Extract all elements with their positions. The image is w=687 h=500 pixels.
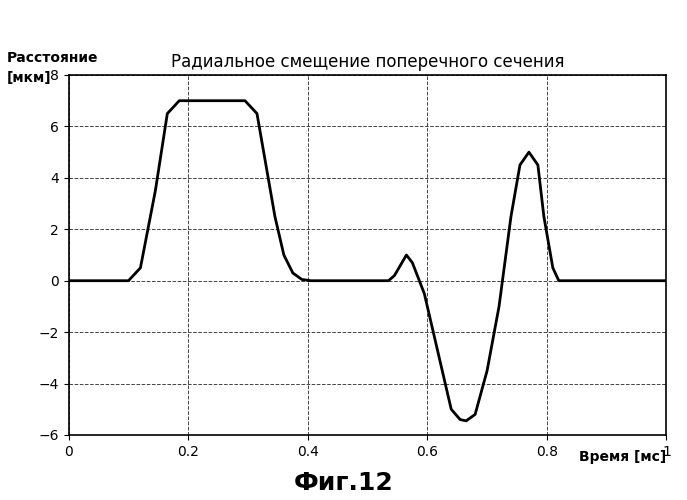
- Text: [мкм]: [мкм]: [7, 71, 52, 85]
- Text: Фиг.12: Фиг.12: [293, 471, 394, 495]
- Title: Радиальное смещение поперечного сечения: Радиальное смещение поперечного сечения: [171, 52, 564, 70]
- Text: Расстояние: Расстояние: [7, 51, 98, 65]
- Text: Время [мс]: Время [мс]: [579, 450, 666, 464]
